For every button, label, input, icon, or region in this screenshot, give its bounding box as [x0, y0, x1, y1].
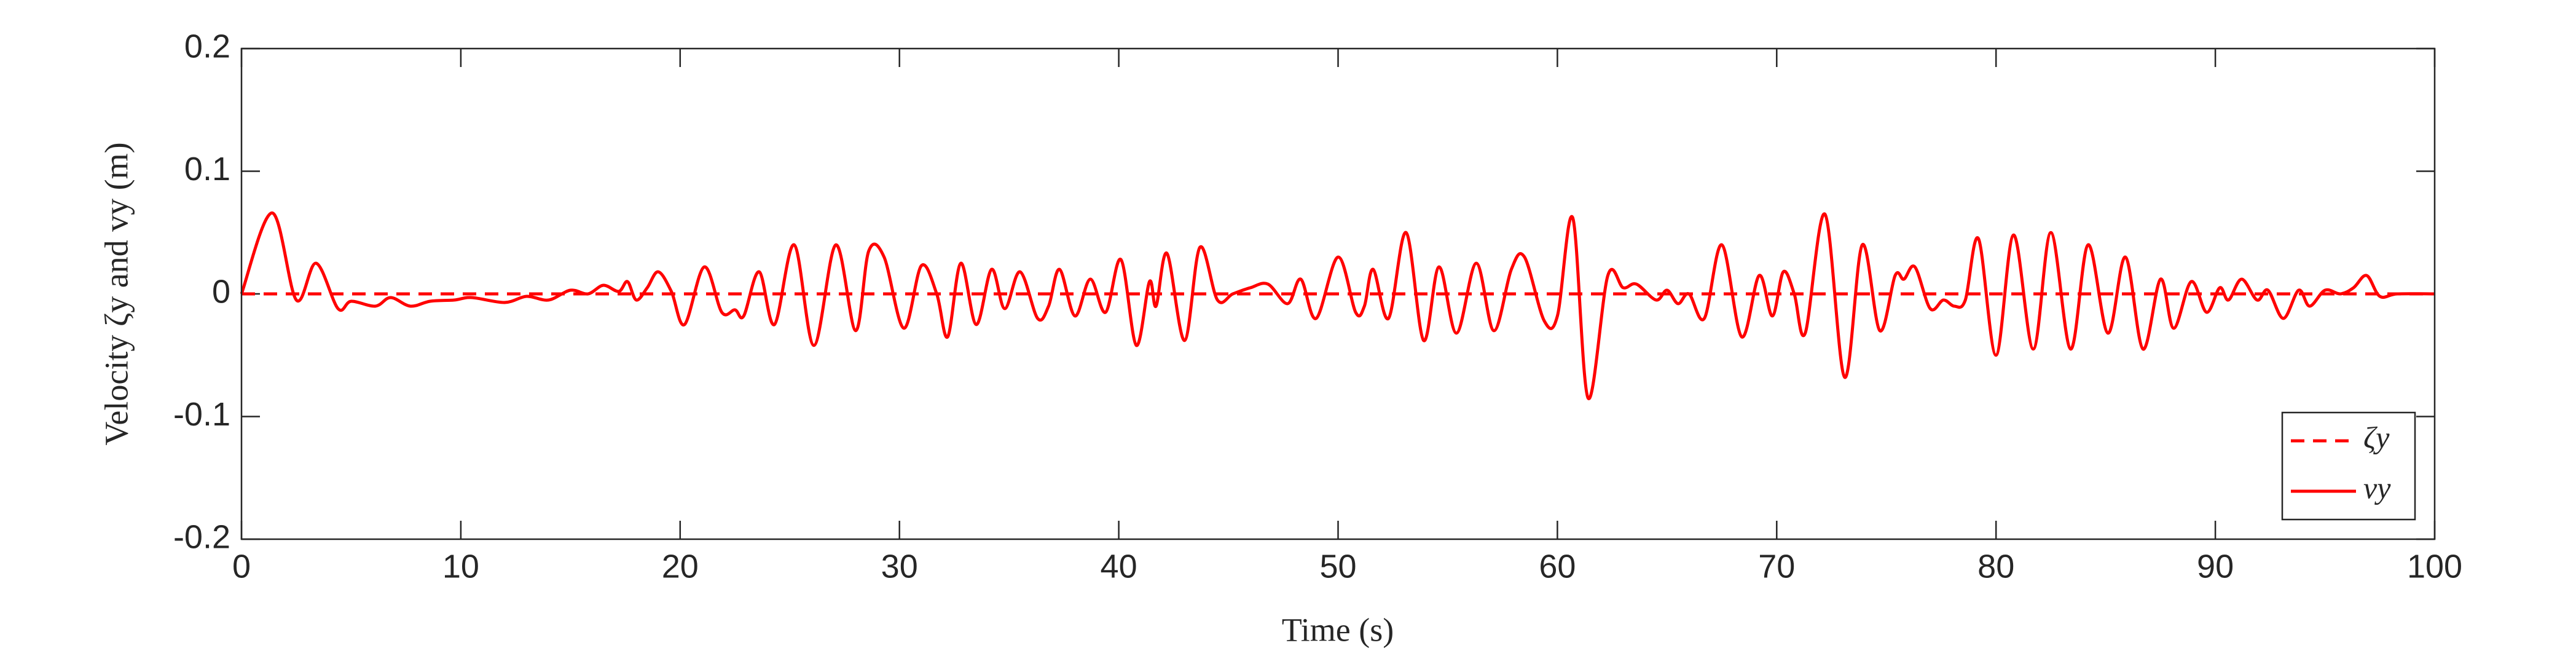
x-tick-label: 40 — [1101, 548, 1137, 585]
y-axis-label: Velocity ζy and vy (m) — [98, 142, 135, 445]
x-tick-label: 30 — [881, 548, 918, 585]
legend-box — [2281, 411, 2416, 521]
y-tick-label: 0.2 — [184, 28, 230, 65]
legend-label: ζy — [2363, 420, 2390, 454]
x-tick-label: 50 — [1319, 548, 1356, 585]
x-tick-label: 90 — [2197, 548, 2234, 585]
plot-frame — [240, 47, 2436, 540]
y-tick-label: -0.1 — [173, 396, 230, 433]
x-tick-label: 10 — [442, 548, 479, 585]
y-tick-label: 0 — [212, 273, 230, 310]
y-tick-label: 0.1 — [184, 151, 230, 188]
x-tick-label: 70 — [1758, 548, 1795, 585]
y-tick-label: -0.2 — [173, 518, 230, 555]
legend-label: vy — [2363, 470, 2391, 505]
x-tick-label: 80 — [1977, 548, 2014, 585]
x-axis-label: Time (s) — [1282, 611, 1394, 648]
x-tick-label: 20 — [662, 548, 699, 585]
series-line — [240, 211, 2435, 400]
x-tick-label: 60 — [1539, 548, 1576, 585]
x-tick-label: 100 — [2407, 548, 2462, 585]
x-tick-label: 0 — [232, 548, 251, 585]
